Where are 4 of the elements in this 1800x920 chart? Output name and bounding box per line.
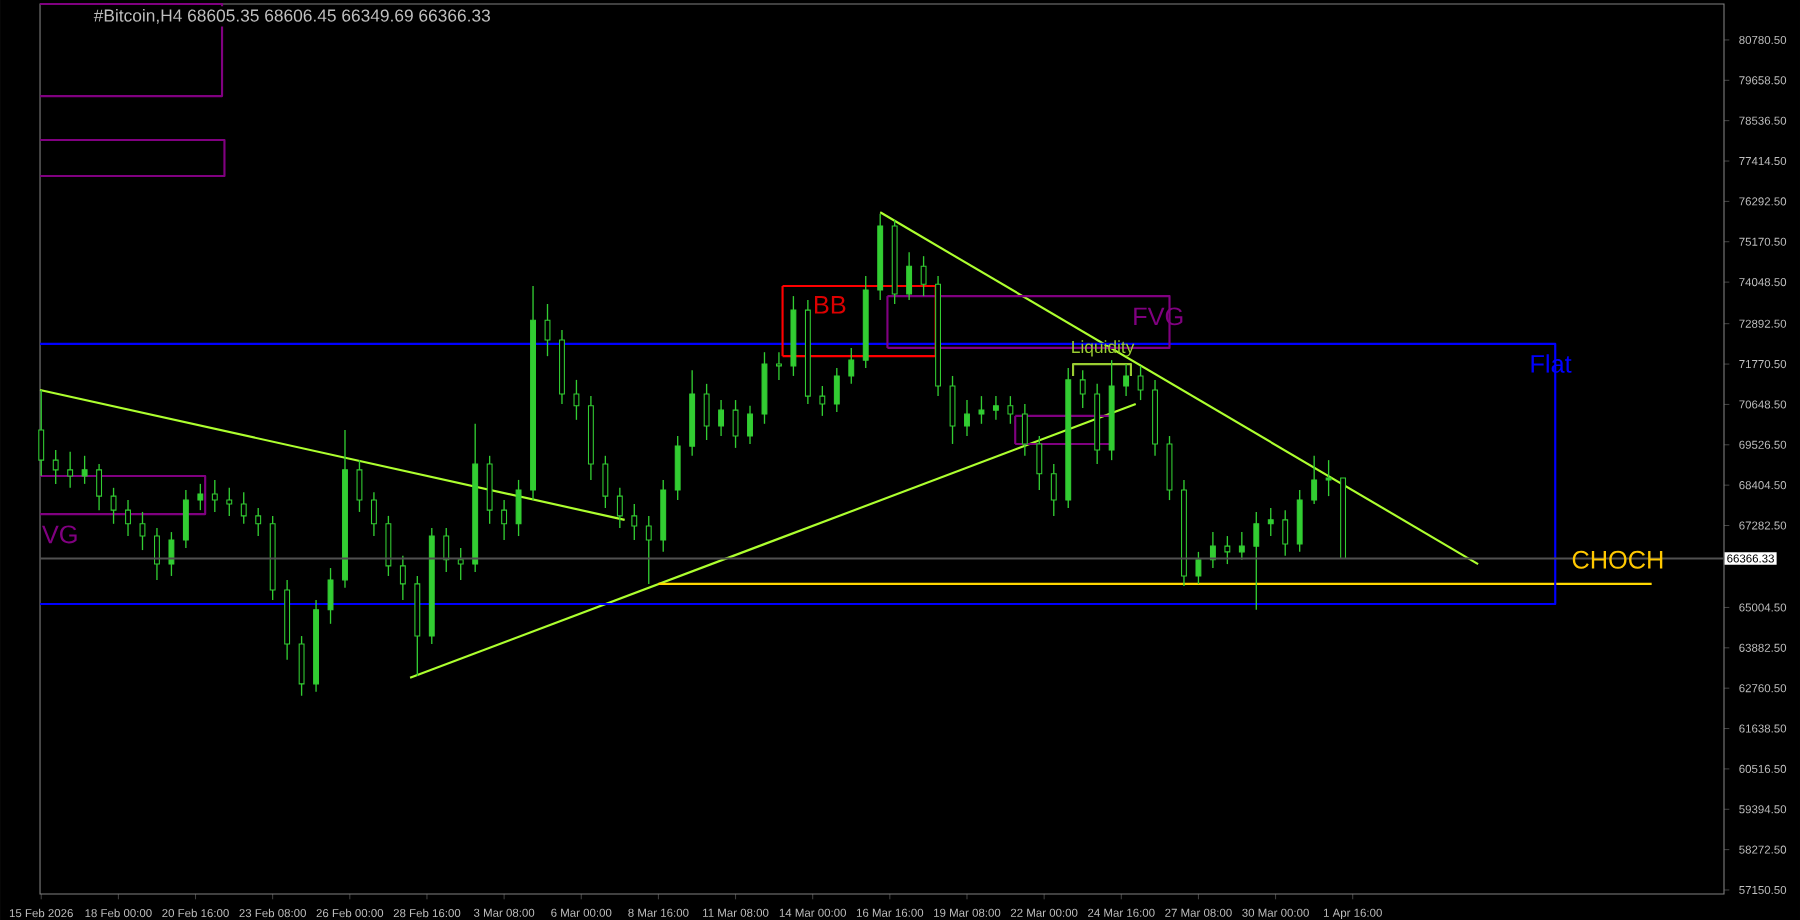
annotation: BB xyxy=(814,296,846,314)
annotation: VG xyxy=(42,525,77,544)
chart-title: #Bitcoin,H4 68605.35 68606.45 66349.69 66366.33 xyxy=(93,8,490,24)
annotation: CHOCH xyxy=(1572,550,1663,569)
